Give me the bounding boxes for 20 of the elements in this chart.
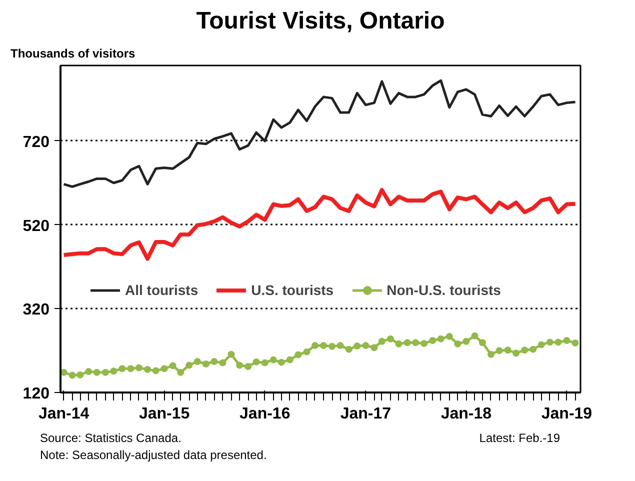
text: Note: Seasonally-adjusted data presented. xyxy=(40,447,268,464)
chart-title: Tourist Visits, Ontario xyxy=(196,8,445,34)
y-tick-label: 520 xyxy=(22,218,50,235)
source-note: Source: Statistics Canada. xyxy=(40,430,182,447)
text: Latest: Feb.-19 xyxy=(479,430,560,447)
legend-label: Non-U.S. tourists xyxy=(386,282,501,298)
x-tick-label: Jan-19 xyxy=(541,406,592,422)
line-series xyxy=(62,79,577,188)
line-series xyxy=(62,188,578,261)
legend-label: All tourists xyxy=(125,282,198,298)
y-tick-label: 320 xyxy=(22,302,50,319)
y-tick-label: 120 xyxy=(22,386,50,402)
x-tick-label: Jan-14 xyxy=(38,406,90,422)
y-axis-title: Thousands of visitors xyxy=(10,46,136,60)
legend-label: U.S. tourists xyxy=(251,282,334,298)
x-tick-label: Jan-18 xyxy=(440,406,492,422)
x-tick-label: Jan-16 xyxy=(240,406,290,422)
y-tick-label: 720 xyxy=(22,134,50,151)
x-tick-label: Jan-17 xyxy=(340,406,392,422)
x-tick-label: Jan-15 xyxy=(138,406,190,422)
